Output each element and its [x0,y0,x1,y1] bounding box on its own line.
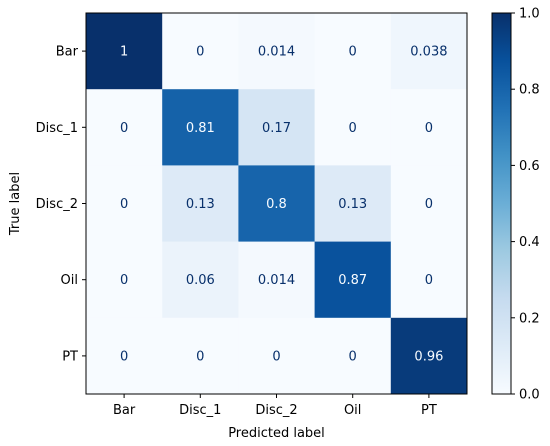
cell-value-label: 0 [425,197,433,212]
cell-value-label: 0 [196,349,204,364]
heatmap-cell [390,241,468,319]
y-axis-ticks: Bar Disc_1 Disc_2 Oil PT [36,45,86,364]
heatmap-cell [314,13,392,90]
cell-value-label: 1 [120,45,128,60]
heatmap-cell [390,317,468,395]
colorbar-tick-label: 0.2 [519,311,540,326]
x-tick-label: Disc_2 [255,403,297,418]
colorbar-tick-label: 0.8 [519,83,540,98]
cell-value-label: 0.17 [262,121,291,136]
heatmap-cell [86,165,163,243]
y-tick-label: Oil [61,273,78,288]
y-tick-label: PT [62,349,78,364]
heatmap-cell [238,165,316,243]
cell-value-label: 0.13 [338,197,367,212]
colorbar-tick-label: 0.4 [519,235,540,250]
heatmap-cell [238,13,316,90]
cell-value-label: 0 [425,121,433,136]
cell-value-label: 0.13 [186,197,215,212]
cell-value-label: 0 [120,349,128,364]
x-tick-label: Bar [113,403,136,418]
x-axis-label: Predicted label [228,426,325,441]
heatmap-cell [86,241,163,319]
heatmap-cell [390,89,468,166]
cell-value-label: 0 [120,273,128,288]
colorbar-tick-label: 0.6 [519,159,540,174]
heatmap-cell [162,241,239,319]
heatmap-cell [162,89,239,166]
colorbar-tick-label: 0.0 [519,388,540,403]
heatmap-cell [86,317,163,395]
cell-value-label: 0 [120,197,128,212]
cell-value-label: 0 [272,349,280,364]
heatmap-cell [314,241,392,319]
heatmap-cell [238,317,316,395]
y-tick-label: Disc_1 [36,121,78,136]
colorbar-tick-label: 1.0 [519,7,540,22]
heatmap-cell [162,317,239,395]
cell-value-label: 0.014 [258,273,295,288]
cell-value-label: 0 [349,349,357,364]
heatmap-cell [86,89,163,166]
cell-value-label: 0 [349,121,357,136]
cell-value-label: 0 [349,45,357,60]
heatmap-cell [238,241,316,319]
y-axis-label: True label [8,172,23,236]
heatmap-cell [314,317,392,395]
cell-value-label: 0.87 [338,273,367,288]
cell-value-label: 0 [425,273,433,288]
cell-value-label: 0 [120,121,128,136]
heatmap-cell [86,13,163,90]
heatmap-cell [390,165,468,243]
x-tick-label: PT [421,403,437,418]
cell-value-label: 0.06 [186,273,215,288]
y-tick-label: Disc_2 [36,197,78,212]
cell-value-label: 0.038 [410,45,447,60]
x-tick-label: Oil [344,403,361,418]
x-tick-label: Disc_1 [179,403,221,418]
heatmap-cell [314,165,392,243]
heatmap-cells: 1 0 0.014 0 0.038 0 0.81 0.17 0 0 0 0.13 0.8 0.13 0 0 0.… [86,13,468,395]
cell-value-label: 0.81 [186,121,215,136]
colorbar: 0.0 0.2 0.4 0.6 0.8 1.0 [491,7,540,403]
y-tick-label: Bar [56,45,79,60]
cell-value-label: 0.8 [266,197,287,212]
cell-value-label: 0.96 [414,349,443,364]
cell-value-label: 0 [196,45,204,60]
heatmap-cell [390,13,468,90]
colorbar-gradient [491,12,512,395]
heatmap-cell [238,89,316,166]
cell-value-label: 0.014 [258,45,295,60]
x-axis-ticks: Bar Disc_1 Disc_2 Oil PT [113,394,437,418]
heatmap-cell [162,13,239,90]
heatmap-cell [314,89,392,166]
heatmap-cell [162,165,239,243]
